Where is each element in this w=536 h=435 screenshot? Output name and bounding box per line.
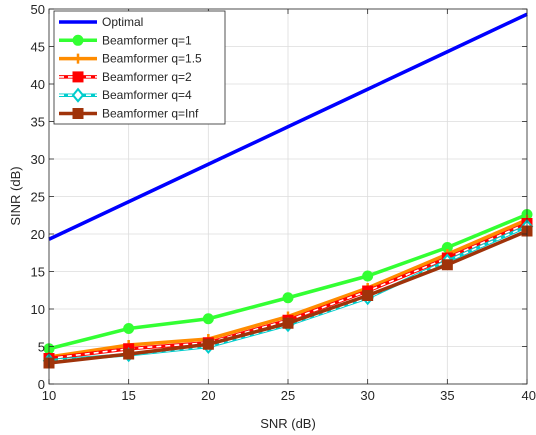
- data-point: [441, 259, 453, 271]
- x-tick-label: 10: [42, 388, 56, 403]
- axes: 10 15 20 25 30 35 40 0 5 10 15 20 25 30 35 40 45 50: [31, 2, 536, 403]
- data-point: [362, 270, 374, 282]
- data-point: [282, 292, 294, 304]
- x-tick-label: 35: [440, 388, 454, 403]
- x-tick-label: 40: [522, 388, 536, 403]
- series-layer: [42, 12, 534, 369]
- legend: Optimal Beamformer q=1 Beamformer q=1.5 Bea…: [53, 10, 226, 125]
- y-tick-label: 10: [31, 302, 45, 317]
- series-line: [48, 12, 528, 241]
- y-tick-label: 5: [38, 340, 45, 355]
- y-tick-label: 25: [31, 190, 45, 205]
- legend-label: Beamformer q=4: [102, 88, 192, 102]
- legend-marker: [72, 34, 84, 46]
- data-point: [202, 338, 214, 350]
- legend-marker: [72, 71, 84, 83]
- legend-label: Beamformer q=Inf: [102, 107, 199, 121]
- legend-item: Beamformer q=4: [59, 87, 192, 103]
- data-point: [123, 323, 135, 334]
- data-point: [123, 348, 135, 360]
- series-5: [43, 225, 533, 369]
- y-tick-label: 20: [31, 227, 45, 242]
- legend-item: Beamformer q=Inf: [59, 107, 199, 121]
- legend-marker: [73, 53, 83, 64]
- x-tick-label: 15: [121, 388, 135, 403]
- y-tick-label: 30: [31, 152, 45, 167]
- x-tick-label: 20: [201, 388, 215, 403]
- y-tick-label: 50: [31, 2, 45, 17]
- x-tick-label: 25: [281, 388, 295, 403]
- legend-label: Optimal: [102, 15, 143, 29]
- legend-item: Beamformer q=1.5: [59, 52, 202, 66]
- legend-item: Beamformer q=2: [59, 70, 192, 84]
- y-axis-label: SINR (dB): [8, 166, 23, 225]
- legend-label: Beamformer q=1: [102, 33, 192, 47]
- data-point: [282, 317, 294, 329]
- y-tick-label: 15: [31, 265, 45, 280]
- data-point: [202, 313, 214, 325]
- y-tick-label: 45: [31, 40, 45, 55]
- y-tick-label: 0: [38, 377, 45, 392]
- data-point: [362, 290, 374, 301]
- legend-item: Beamformer q=1: [59, 33, 192, 47]
- legend-label: Beamformer q=2: [102, 70, 192, 84]
- legend-item: Optimal: [59, 15, 143, 29]
- y-tick-label: 35: [31, 115, 45, 130]
- y-tick-label: 40: [31, 77, 45, 92]
- series-0: [48, 12, 528, 241]
- x-tick-label: 30: [360, 388, 374, 403]
- legend-marker: [72, 108, 84, 119]
- series-1: [43, 209, 533, 355]
- legend-box: [53, 10, 226, 125]
- legend-marker: [71, 87, 85, 103]
- x-axis-label: SNR (dB): [260, 416, 316, 431]
- legend-label: Beamformer q=1.5: [102, 52, 202, 66]
